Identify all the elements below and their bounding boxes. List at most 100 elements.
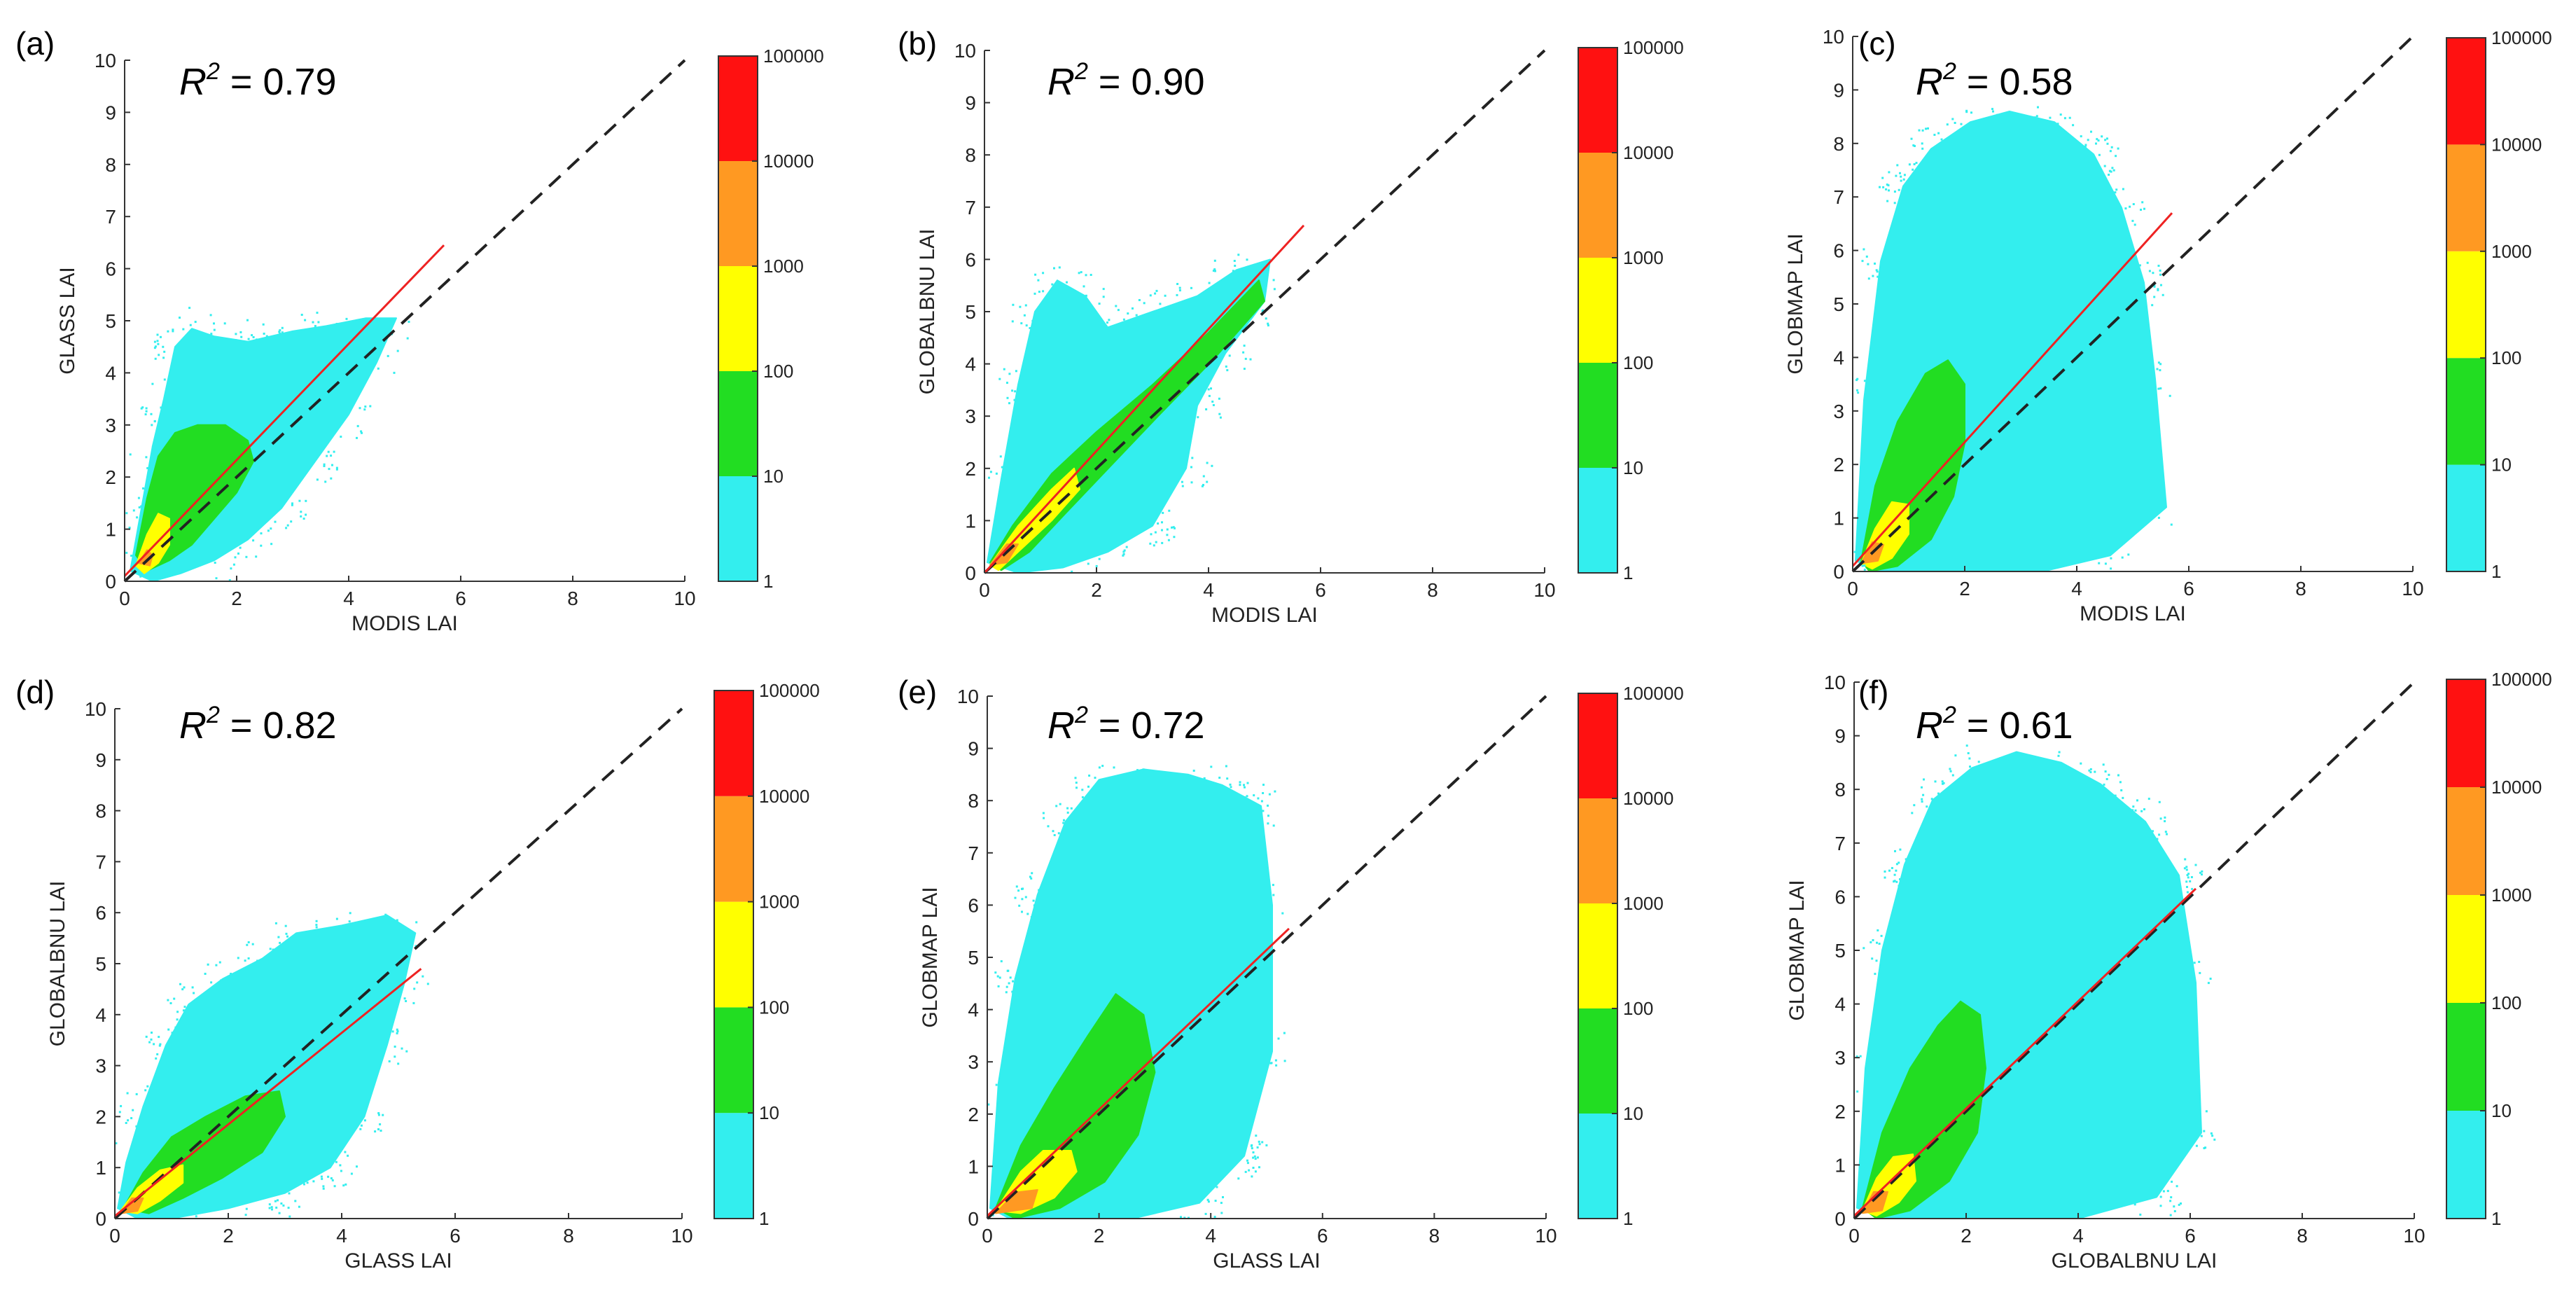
scatter-point xyxy=(1949,770,1952,772)
scatter-point xyxy=(1895,863,1898,866)
scatter-point xyxy=(1003,368,1005,370)
scatter-point xyxy=(2035,756,2038,758)
r-squared-annotation: R2 = 0.90 xyxy=(1047,58,1205,103)
colorbar-segment xyxy=(714,1007,753,1114)
scatter-point xyxy=(1281,912,1284,915)
scatter-point xyxy=(2021,753,2024,756)
scatter-point xyxy=(317,321,320,324)
x-tick-label: 2 xyxy=(1959,578,1970,599)
scatter-point xyxy=(1251,1175,1253,1178)
y-tick-label: 1 xyxy=(1834,1154,1846,1176)
scatter-point xyxy=(288,1215,291,1218)
colorbar-tick-label: 10 xyxy=(2491,1100,2512,1121)
scatter-point xyxy=(281,331,284,334)
scatter-point xyxy=(1057,842,1059,845)
scatter-point xyxy=(1220,1212,1223,1214)
regression-fit-line xyxy=(114,968,422,1217)
colorbar-segment xyxy=(1578,903,1617,1008)
scatter-point xyxy=(387,354,389,357)
regression-fit-line xyxy=(986,927,1290,1217)
scatter-point xyxy=(305,499,307,502)
scatter-point xyxy=(422,975,424,978)
scatter-point xyxy=(321,1177,323,1180)
scatter-point xyxy=(1005,991,1008,994)
scatter-point xyxy=(306,1181,309,1184)
y-tick-label: 3 xyxy=(965,405,976,427)
scatter-point xyxy=(182,328,185,331)
colorbar-tick-label: 10 xyxy=(1623,1103,1643,1124)
scatter-point xyxy=(1122,318,1125,321)
y-tick-label: 5 xyxy=(968,947,979,969)
scatter-point xyxy=(1176,293,1178,296)
scatter-point xyxy=(158,1036,160,1039)
x-tick-label: 10 xyxy=(674,588,695,609)
y-tick-label: 8 xyxy=(965,144,976,166)
scatter-point xyxy=(1893,880,1896,882)
y-tick-label: 8 xyxy=(1833,133,1844,155)
scatter-point xyxy=(247,957,250,959)
scatter-point xyxy=(1197,416,1199,419)
scatter-point xyxy=(1272,884,1274,887)
scatter-point xyxy=(416,981,419,984)
scatter-point xyxy=(1878,943,1881,945)
colorbar-tick-label: 100 xyxy=(759,997,789,1018)
scatter-point xyxy=(1283,1032,1286,1034)
scatter-point xyxy=(1877,275,1879,278)
scatter-point xyxy=(1013,398,1016,401)
x-tick-label: 6 xyxy=(2183,578,2194,599)
scatter-point xyxy=(1267,324,1269,327)
scatter-point xyxy=(213,322,215,325)
y-tick-label: 6 xyxy=(105,258,116,280)
scatter-point xyxy=(1226,777,1229,780)
y-tick-label: 7 xyxy=(105,206,116,228)
scatter-point xyxy=(142,501,145,504)
scatter-point xyxy=(1015,370,1017,373)
y-tick-label: 10 xyxy=(954,40,976,62)
scatter-point xyxy=(1057,832,1060,835)
scatter-point xyxy=(157,342,160,345)
scatter-point xyxy=(1861,260,1864,263)
scatter-point xyxy=(284,924,287,927)
y-tick-label: 3 xyxy=(95,1055,106,1077)
r-squared-value: = 0.72 xyxy=(1088,705,1205,747)
colorbar-tick-label: 100 xyxy=(763,361,793,382)
scatter-point xyxy=(1008,402,1010,405)
scatter-point xyxy=(2152,830,2154,833)
scatter-point xyxy=(2203,1147,2206,1149)
scatter-point xyxy=(1894,849,1896,852)
y-tick-label: 9 xyxy=(95,749,106,771)
scatter-point xyxy=(139,520,141,522)
y-tick-label: 2 xyxy=(968,1104,979,1125)
scatter-point xyxy=(1190,286,1192,289)
scatter-point xyxy=(1875,269,1878,272)
scatter-point xyxy=(1051,283,1054,286)
scatter-point xyxy=(279,332,281,335)
scatter-point xyxy=(291,504,293,506)
scatter-point xyxy=(1211,464,1213,467)
scatter-point xyxy=(274,520,277,523)
scatter-point xyxy=(303,1183,305,1186)
scatter-point xyxy=(1203,777,1206,779)
scatter-point xyxy=(1874,973,1877,976)
scatter-point xyxy=(1267,814,1269,817)
scatter-point xyxy=(285,932,288,935)
scatter-point xyxy=(1900,179,1902,182)
scatter-point xyxy=(2033,116,2036,119)
scatter-point xyxy=(2115,188,2118,191)
y-tick-label: 4 xyxy=(105,362,116,384)
y-tick-label: 7 xyxy=(968,842,979,864)
scatter-point xyxy=(158,1044,161,1047)
scatter-point xyxy=(141,406,144,409)
scatter-point xyxy=(1867,277,1870,280)
y-tick-label: 6 xyxy=(965,249,976,270)
scatter-point xyxy=(1256,1146,1259,1149)
scatter-point xyxy=(1042,272,1045,275)
r-squared-annotation: R2 = 0.79 xyxy=(179,58,337,103)
scatter-point xyxy=(265,335,268,338)
scatter-point xyxy=(188,333,190,335)
scatter-point xyxy=(1246,1162,1249,1165)
scatter-point xyxy=(1283,1060,1286,1062)
scatter-point xyxy=(1261,1141,1264,1144)
colorbar: 1 10 100 1000 10000 100000 xyxy=(1578,683,1684,1229)
